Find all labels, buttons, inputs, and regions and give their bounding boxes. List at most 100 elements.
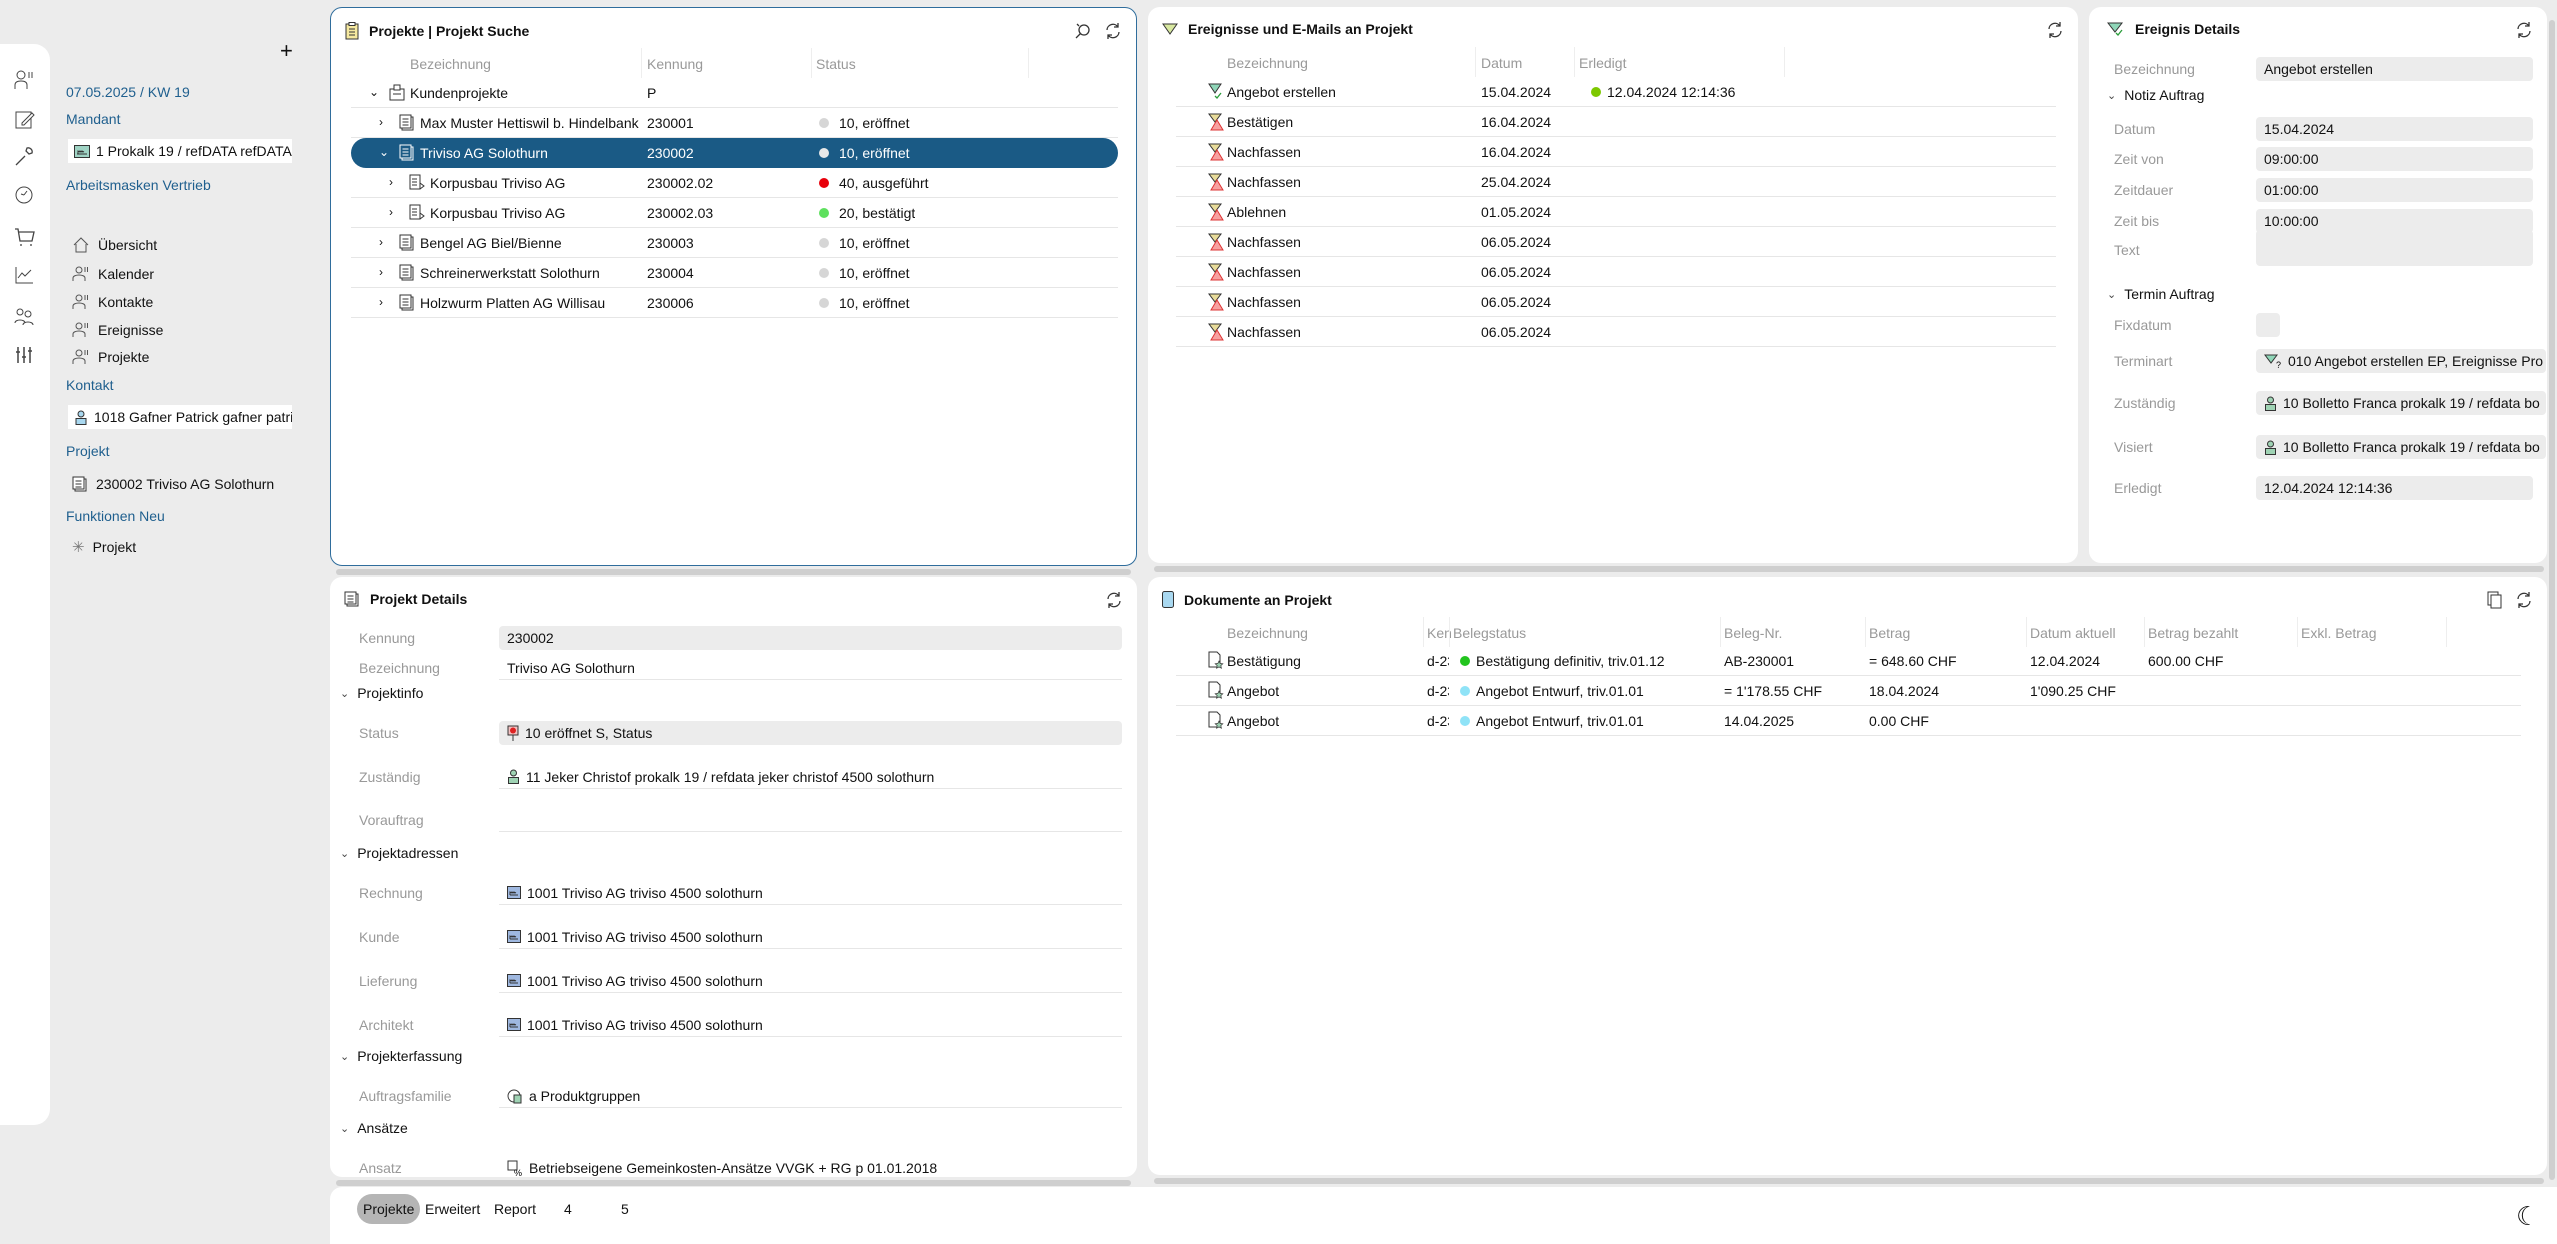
cart-icon[interactable] [13,226,35,248]
project-row[interactable]: ⌄ Triviso AG Solothurn 230002 10, eröffn… [351,138,1118,168]
horizontal-splitter[interactable] [1154,1178,2544,1184]
zustaendig-field[interactable]: 11 Jeker Christof prokalk 19 / refdata j… [499,765,1122,789]
lieferung-field[interactable]: 1001 Triviso AG triviso 4500 solothurn [499,969,1122,993]
section-ansaetze_section[interactable]: ⌄ Ansätze [340,1120,408,1136]
document-row[interactable]: Bestätigung d-23 Bestätigung definitiv, tr… [1176,646,2521,676]
wrench-icon[interactable] [13,145,35,167]
column-header-bezeichnung[interactable]: Bezeichnung [1227,55,1308,71]
column-header[interactable]: Bezeichnung [1227,625,1308,641]
status-field[interactable]: 10 eröffnet S, Status [499,721,1122,745]
horizontal-splitter[interactable] [1154,566,2544,572]
column-header-bezeichnung[interactable]: Bezeichnung [410,56,491,72]
kontakt-field[interactable]: 1018 Gafner Patrick gafner patri [68,405,292,429]
tab-5[interactable]: 5 [621,1201,629,1217]
document-row[interactable]: Angebot d-23 Angebot Entwurf, triv.01.01 14… [1176,706,2521,736]
sidebar-item-projekte[interactable]: Projekte [72,348,149,365]
event-row[interactable]: Nachfassen 16.04.2024 [1176,137,2056,167]
chevron-down-icon[interactable]: ⌄ [379,145,390,159]
column-header[interactable]: Betrag bezahlt [2148,625,2239,641]
horizontal-splitter[interactable] [336,1180,1131,1186]
vorauftrag-field[interactable] [499,808,1122,832]
refresh-icon[interactable] [1105,591,1123,609]
tab-projekte[interactable]: Projekte [357,1194,421,1224]
arbeitsmasken-heading[interactable]: Arbeitsmasken Vertrieb [66,177,211,193]
clock-icon[interactable] [13,184,35,206]
refresh-icon[interactable] [2515,21,2533,39]
zustaendig-field[interactable]: 10 Bolletto Franca prokalk 19 / refdata … [2256,391,2546,415]
rechnung-field[interactable]: 1001 Triviso AG triviso 4500 solothurn [499,881,1122,905]
visiert-field[interactable]: 10 Bolletto Franca prokalk 19 / refdata … [2256,435,2546,459]
fixdatum-checkbox[interactable] [2256,313,2280,337]
project-row[interactable]: › Korpusbau Triviso AG 230002.02 40, aus… [351,168,1118,198]
mandant-field[interactable]: 1 Prokalk 19 / refDATA refDATA [68,139,292,163]
search-icon[interactable] [1074,22,1092,40]
chevron-right-icon[interactable]: › [389,205,393,219]
column-header[interactable]: Betrag [1869,625,1911,641]
event-row[interactable]: Angebot erstellen 15.04.2024 12.04.2024 … [1176,77,2056,107]
column-header-erledigt[interactable]: Erledigt [1579,55,1627,71]
tab-erweitert[interactable]: Erweitert [425,1201,481,1217]
sidebar-item-kontakte[interactable]: Kontakte [72,293,153,310]
chevron-down-icon[interactable]: ⌄ [369,85,380,99]
moon-icon[interactable]: ☾ [2516,1201,2540,1231]
architekt-field[interactable]: 1001 Triviso AG triviso 4500 solothurn [499,1013,1122,1037]
section-termin_section[interactable]: ⌄ Termin Auftrag [2107,286,2214,302]
bezeichnung-field[interactable]: Angebot erstellen [2256,57,2533,81]
datum-field[interactable]: 15.04.2024 [2256,117,2533,141]
add-icon[interactable]: + [280,38,293,63]
text-field[interactable] [2256,230,2533,266]
refresh-icon[interactable] [2515,591,2533,609]
edit-icon[interactable] [13,109,35,131]
column-header[interactable]: Ken [1427,625,1452,641]
section-erfassung_section[interactable]: ⌄ Projekterfassung [340,1048,462,1064]
chevron-right-icon[interactable]: › [379,115,383,129]
sidebar-item-kalender[interactable]: Kalender [72,265,154,282]
chevron-right-icon[interactable]: › [389,175,393,189]
column-header[interactable]: Belegstatus [1453,625,1527,641]
terminart-field[interactable]: ? 010 Angebot erstellen EP, Ereignisse Pr… [2256,349,2546,373]
chevron-right-icon[interactable]: › [379,295,383,309]
event-row[interactable]: Nachfassen 06.05.2024 [1176,317,2056,347]
chevron-right-icon[interactable]: › [379,235,383,249]
vertical-scrollbar[interactable] [2549,20,2555,1180]
copy-icon[interactable] [2487,591,2503,609]
auftragsfamilie-field[interactable]: a Produktgruppen [499,1084,1122,1108]
event-row[interactable]: Bestätigen 16.04.2024 [1176,107,2056,137]
project-row[interactable]: › Korpusbau Triviso AG 230002.03 20, bes… [351,198,1118,228]
event-row[interactable]: Nachfassen 06.05.2024 [1176,257,2056,287]
kennung-field[interactable]: 230002 [499,626,1122,650]
kunde-field[interactable]: 1001 Triviso AG triviso 4500 solothurn [499,925,1122,949]
project-row[interactable]: › Bengel AG Biel/Bienne 230003 10, eröff… [351,228,1118,258]
column-header[interactable]: Datum aktuell [2030,625,2116,641]
section-adressen_section[interactable]: ⌄ Projektadressen [340,845,458,861]
event-row[interactable]: Nachfassen 06.05.2024 [1176,287,2056,317]
erledigt-field[interactable]: 12.04.2024 12:14:36 [2256,476,2533,500]
column-header[interactable]: Exkl. Betrag [2301,625,2377,641]
event-row[interactable]: Nachfassen 25.04.2024 [1176,167,2056,197]
refresh-icon[interactable] [2046,21,2064,39]
zeit_bis-field[interactable]: 10:00:00 [2256,209,2533,233]
refresh-icon[interactable] [1104,22,1122,40]
neu-projekt-link[interactable]: ✳ Projekt [72,538,136,556]
sidebar-item-übersicht[interactable]: Übersicht [72,236,157,253]
ansatz-field[interactable]: % Betriebseigene Gemeinkosten-Ansätze VVG… [499,1156,1122,1177]
bezeichnung-field[interactable]: Triviso AG Solothurn [499,656,1122,680]
contacts-icon[interactable] [13,68,35,90]
document-row[interactable]: Angebot d-23 Angebot Entwurf, triv.01.01 = … [1176,676,2521,706]
chevron-right-icon[interactable]: › [379,265,383,279]
project-row[interactable]: › Schreinerwerkstatt Solothurn 230004 10… [351,258,1118,288]
project-row[interactable]: ⌄ Kundenprojekte P [351,78,1118,108]
section-notiz_section[interactable]: ⌄ Notiz Auftrag [2107,87,2204,103]
chart-icon[interactable] [13,264,35,286]
section-projektinfo_section[interactable]: ⌄ Projektinfo [340,685,423,701]
project-row[interactable]: › Max Muster Hettiswil b. Hindelbank 230… [351,108,1118,138]
column-header-status[interactable]: Status [816,56,856,72]
event-row[interactable]: Ablehnen 01.05.2024 [1176,197,2056,227]
column-header[interactable]: Beleg-Nr. [1724,625,1783,641]
event-row[interactable]: Nachfassen 06.05.2024 [1176,227,2056,257]
sliders-icon[interactable] [13,344,35,366]
zeitdauer-field[interactable]: 01:00:00 [2256,178,2533,202]
projekt-link[interactable]: 230002 Triviso AG Solothurn [72,476,274,492]
group-icon[interactable] [13,305,35,327]
sidebar-item-ereignisse[interactable]: Ereignisse [72,321,163,338]
